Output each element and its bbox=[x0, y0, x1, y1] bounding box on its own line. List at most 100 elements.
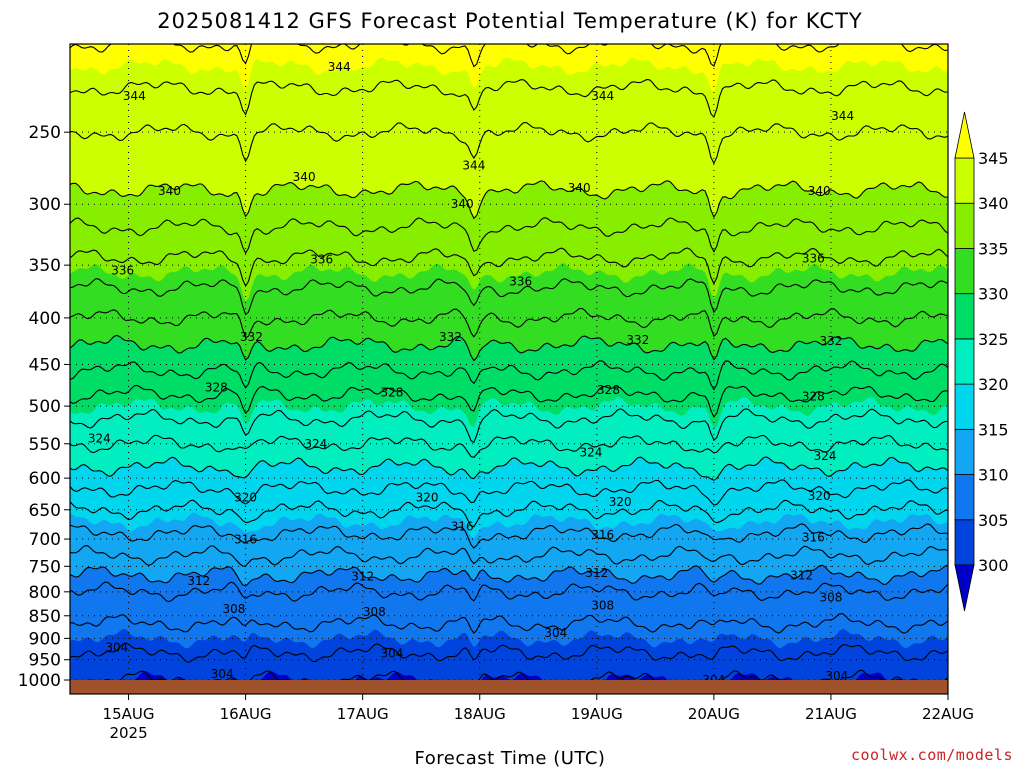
y-axis: 2503003504004505005506006507007508008509… bbox=[18, 123, 70, 691]
contour-label: 328 bbox=[205, 380, 228, 394]
plot-area bbox=[70, 44, 948, 680]
colorbar-label: 310 bbox=[978, 466, 1009, 485]
colorbar: 300 305 310 315 320 325 330 335 340 345 bbox=[954, 111, 1009, 612]
x-tick-label: 21AUG bbox=[805, 705, 857, 723]
contour-label: 320 bbox=[234, 490, 257, 504]
x-tick-label: 20AUG bbox=[688, 705, 740, 723]
isentrope-line bbox=[70, 217, 948, 255]
y-tick-label: 300 bbox=[29, 195, 61, 215]
isentrope-line bbox=[70, 564, 948, 587]
y-tick-label: 600 bbox=[29, 469, 61, 489]
colorbar-extend-bottom bbox=[954, 564, 975, 612]
isentrope-line bbox=[70, 79, 948, 119]
ground-surface bbox=[70, 680, 948, 694]
y-tick-label: 450 bbox=[29, 355, 61, 375]
colorbar-label: 325 bbox=[978, 330, 1009, 349]
colorbar-segment bbox=[954, 383, 975, 430]
contour-label: 344 bbox=[328, 60, 351, 74]
contour-label: 340 bbox=[808, 184, 831, 198]
contour-label: 308 bbox=[363, 605, 386, 619]
colorbar-label: 335 bbox=[978, 239, 1009, 258]
x-tick-label: 16AUG bbox=[220, 705, 272, 723]
y-tick-label: 800 bbox=[29, 583, 61, 603]
contour-label: 336 bbox=[509, 275, 532, 289]
plot-frame bbox=[69, 43, 949, 695]
contour-label: 312 bbox=[351, 570, 374, 584]
colorbar-label: 345 bbox=[978, 149, 1009, 168]
contour-label: 324 bbox=[814, 449, 837, 463]
y-tick-label: 850 bbox=[29, 607, 61, 627]
x-tick-label: 18AUG bbox=[454, 705, 506, 723]
contour-label: 308 bbox=[222, 602, 245, 616]
contour-label: 308 bbox=[819, 591, 842, 605]
contour-label: 332 bbox=[626, 333, 649, 347]
contour-label: 312 bbox=[187, 574, 210, 588]
colorbar-label: 320 bbox=[978, 375, 1009, 394]
colorbar-label: 340 bbox=[978, 194, 1009, 213]
chart-title: 2025081412 GFS Forecast Potential Temper… bbox=[157, 9, 863, 33]
temperature-band bbox=[70, 44, 948, 93]
y-tick-label: 650 bbox=[29, 501, 61, 521]
isentrope-line bbox=[70, 523, 948, 549]
isentrope-line bbox=[70, 384, 948, 418]
x-tick-label: 15AUG bbox=[103, 705, 155, 723]
y-tick-label: 700 bbox=[29, 530, 61, 550]
contour-label: 324 bbox=[304, 437, 327, 451]
isentrope-line bbox=[70, 307, 948, 339]
colorbar-label: 315 bbox=[978, 420, 1009, 439]
colorbar-segment bbox=[954, 428, 975, 475]
contour-label: 344 bbox=[831, 109, 854, 123]
colorbar-segment bbox=[954, 248, 975, 295]
contour-label: 340 bbox=[451, 197, 474, 211]
contour-label: 332 bbox=[439, 330, 462, 344]
x-tick-label: 22AUG bbox=[922, 705, 974, 723]
contour-label: 340 bbox=[158, 184, 181, 198]
y-tick-label: 250 bbox=[29, 123, 61, 143]
isentrope-line bbox=[70, 581, 948, 603]
colorbar-extend-top bbox=[954, 111, 975, 159]
contour-label: 320 bbox=[808, 489, 831, 503]
contour-label: 328 bbox=[597, 383, 620, 397]
isentrope-line bbox=[70, 278, 948, 316]
contour-label: 320 bbox=[609, 495, 632, 509]
contour-label: 312 bbox=[585, 566, 608, 580]
contour-label: 304 bbox=[544, 626, 567, 640]
credit-link[interactable]: coolwx.com/models bbox=[851, 746, 1013, 764]
x-tick-label: 17AUG bbox=[337, 705, 389, 723]
isentrope-line bbox=[70, 408, 948, 444]
y-tick-label: 950 bbox=[29, 651, 61, 671]
contour-label: 336 bbox=[802, 251, 825, 265]
x-axis-title: Forecast Time (UTC) bbox=[415, 748, 606, 768]
colorbar-label: 305 bbox=[978, 511, 1009, 530]
contour-label: 304 bbox=[825, 669, 848, 683]
contour-label: 332 bbox=[819, 334, 842, 348]
contour-label: 324 bbox=[88, 432, 111, 446]
contour-label: 344 bbox=[591, 89, 614, 103]
contour-label: 344 bbox=[462, 159, 485, 173]
contour-label: 328 bbox=[380, 385, 403, 399]
contour-label: 316 bbox=[451, 519, 474, 533]
contour-label: 320 bbox=[416, 490, 439, 504]
x-tick-label: 19AUG bbox=[571, 705, 623, 723]
isentrope-line bbox=[70, 613, 948, 634]
isentrope-line bbox=[70, 545, 948, 567]
contour-label: 304 bbox=[211, 667, 234, 681]
contour-label: 344 bbox=[123, 89, 146, 103]
y-tick-label: 1000 bbox=[18, 671, 61, 691]
y-tick-label: 500 bbox=[29, 397, 61, 417]
isentrope-line bbox=[70, 434, 948, 459]
y-tick-label: 400 bbox=[29, 309, 61, 329]
isentrope-line bbox=[70, 499, 948, 528]
colorbar-label: 330 bbox=[978, 285, 1009, 304]
gridlines bbox=[70, 44, 948, 680]
isentrope-line bbox=[70, 122, 948, 165]
contour-label: 340 bbox=[568, 181, 591, 195]
isentrope-line bbox=[70, 479, 948, 506]
isentrope-line bbox=[70, 44, 948, 68]
contour-label: 312 bbox=[790, 569, 813, 583]
contour-label: 316 bbox=[234, 533, 257, 547]
y-tick-label: 550 bbox=[29, 435, 61, 455]
contour-label: 336 bbox=[310, 252, 333, 266]
contour-label: 308 bbox=[591, 598, 614, 612]
